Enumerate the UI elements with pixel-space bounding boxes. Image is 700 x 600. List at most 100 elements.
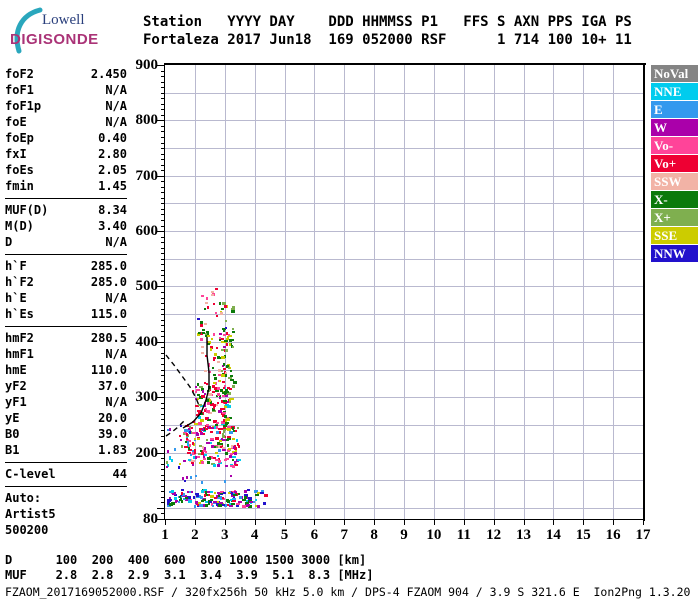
echo-point: [222, 503, 226, 506]
y-axis-tick: [161, 319, 165, 321]
echo-point: [237, 445, 240, 449]
parameter-value: 2.450: [90, 67, 127, 81]
echo-point: [165, 460, 168, 464]
y-axis-tick: [161, 463, 165, 465]
plot-border-bottom: [164, 519, 645, 520]
parameter-row: foF2 2.450: [5, 66, 127, 82]
y-axis-tick: [161, 280, 165, 282]
echo-point: [197, 398, 200, 401]
echo-point: [168, 503, 173, 507]
echo-point: [183, 433, 186, 436]
echo-point: [230, 397, 235, 400]
echo-point: [201, 452, 205, 456]
gridline-horizontal: [165, 175, 643, 177]
y-axis-tick: [161, 325, 165, 327]
echo-point: [215, 382, 218, 386]
echo-point: [202, 504, 205, 508]
echo-point: [219, 312, 223, 316]
echo-point: [214, 352, 218, 356]
y-axis-tick: [161, 214, 165, 216]
y-axis-tick: [161, 469, 165, 471]
plot-border-right: [643, 63, 645, 521]
gridline-horizontal: [165, 258, 643, 260]
echo-point: [232, 427, 235, 431]
echo-point: [197, 437, 201, 440]
echo-point: [204, 491, 207, 495]
parameter-value: 2.80: [98, 147, 127, 161]
echo-point: [216, 495, 219, 499]
echo-point: [223, 305, 227, 309]
echo-point: [221, 434, 225, 438]
echo-point: [205, 335, 209, 338]
echo-point: [208, 426, 212, 429]
echo-point: [202, 331, 206, 334]
echo-point: [194, 501, 198, 505]
echo-point: [215, 501, 218, 505]
x-axis-label: 9: [400, 527, 408, 543]
echo-point: [208, 494, 211, 497]
echo-point: [244, 490, 248, 494]
y-axis-tick: [161, 391, 165, 393]
echo-point: [207, 501, 210, 505]
echo-point: [218, 339, 221, 342]
echo-point: [216, 445, 219, 448]
echo-point: [232, 497, 237, 500]
echo-point: [196, 382, 199, 386]
echo-point: [246, 499, 251, 503]
echo-point: [194, 422, 199, 425]
y-axis-tick: [161, 159, 165, 161]
echo-point: [229, 369, 232, 372]
direction-legend: NoVal NNE E W Vo- Vo+ SSW X- X+ SSE NNW: [651, 65, 698, 263]
echo-point: [194, 493, 199, 496]
echo-point: [228, 342, 231, 346]
echo-point: [205, 354, 208, 357]
y-axis-tick: [161, 225, 165, 227]
echo-point: [178, 465, 181, 469]
echo-point: [223, 363, 226, 367]
echo-point: [222, 345, 226, 348]
echo-point: [217, 448, 221, 452]
echo-point: [228, 505, 233, 508]
echo-point: [225, 421, 230, 424]
y-axis-tick: [161, 308, 165, 310]
parameter-separator: [5, 326, 127, 327]
gridline-horizontal: [165, 424, 643, 426]
parameter-label: B1: [5, 443, 20, 457]
echo-point: [224, 402, 228, 405]
echo-point: [171, 458, 174, 462]
echo-point: [184, 496, 188, 499]
gridline-vertical: [344, 65, 346, 519]
echo-point: [221, 437, 224, 441]
echo-point: [236, 504, 240, 507]
echo-point: [226, 504, 231, 507]
y-axis-tick: [161, 186, 165, 188]
echo-point: [238, 501, 243, 504]
echo-point: [241, 498, 244, 501]
y-axis-tick: [161, 380, 165, 382]
echo-point: [195, 413, 199, 416]
echo-point: [218, 380, 221, 383]
echo-point: [168, 427, 171, 431]
echo-point: [199, 428, 203, 432]
gridline-horizontal: [165, 507, 643, 509]
echo-point: [236, 442, 239, 446]
echo-point: [201, 346, 205, 349]
echo-point: [216, 464, 220, 468]
echo-point: [225, 400, 230, 403]
echo-point: [173, 447, 176, 451]
echo-point: [210, 437, 215, 440]
echo-point: [253, 490, 258, 494]
echo-point: [201, 490, 205, 494]
echo-point: [211, 425, 215, 428]
echo-point: [222, 496, 225, 499]
echo-point: [214, 497, 218, 500]
echo-point: [225, 364, 229, 368]
echo-point: [202, 445, 205, 449]
echo-point: [214, 288, 218, 291]
echo-point: [233, 463, 238, 466]
echo-point: [211, 366, 214, 369]
echo-point: [231, 330, 235, 333]
echo-point: [223, 424, 228, 427]
parameter-row: foEs 2.05: [5, 162, 127, 178]
echo-point: [224, 404, 229, 406]
